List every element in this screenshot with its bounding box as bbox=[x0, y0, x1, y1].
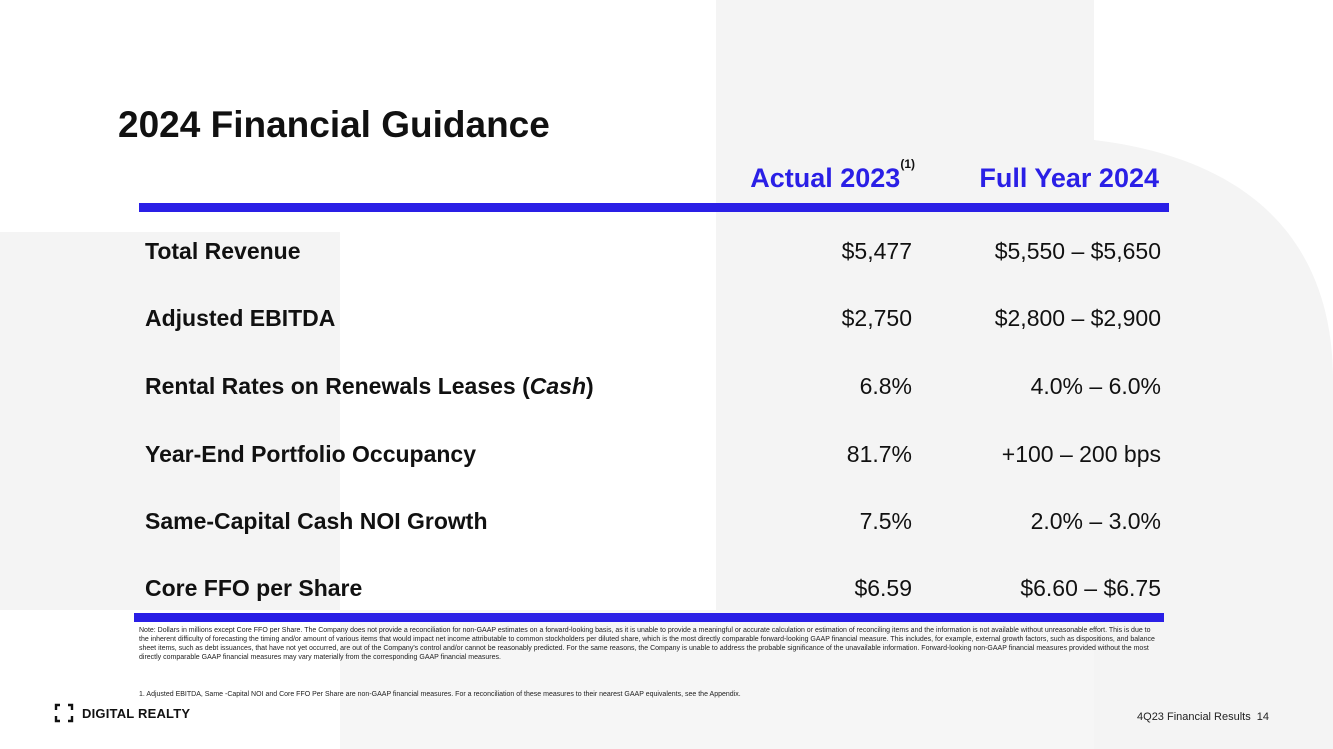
footnote: 1. Adjusted EBITDA, Same -Capital NOI an… bbox=[139, 691, 741, 698]
page-title: 2024 Financial Guidance bbox=[118, 104, 550, 145]
footnote-marker: (1) bbox=[900, 157, 915, 171]
page-number: 14 bbox=[1256, 711, 1269, 723]
row-label: Core FFO per Share bbox=[145, 575, 363, 601]
guidance-value: 2.0% – 3.0% bbox=[1030, 508, 1161, 534]
row-label: Year-End Portfolio Occupancy bbox=[145, 441, 477, 467]
disclaimer-note: Note: Dollars in millions except Core FF… bbox=[139, 627, 1155, 661]
table-row: Rental Rates on Renewals Leases (Cash) 6… bbox=[0, 366, 1333, 406]
bg-shape-bowl bbox=[1094, 140, 1333, 749]
actual-value: $6.59 bbox=[854, 575, 912, 601]
report-name: 4Q23 Financial Results bbox=[1137, 711, 1251, 723]
table-row: Year-End Portfolio Occupancy 81.7% +100 … bbox=[0, 434, 1333, 474]
row-label-text: Rental Rates on Renewals Leases ( bbox=[145, 373, 530, 399]
row-label: Adjusted EBITDA bbox=[145, 305, 336, 331]
header-rule bbox=[139, 203, 1169, 212]
bg-shape-stem bbox=[716, 0, 1094, 610]
actual-value: 7.5% bbox=[859, 508, 912, 534]
guidance-value: $5,550 – $5,650 bbox=[994, 238, 1161, 264]
actual-value: 81.7% bbox=[846, 441, 912, 467]
row-label-italic: Cash bbox=[529, 373, 587, 399]
guidance-value: $6.60 – $6.75 bbox=[1020, 575, 1161, 601]
row-label-close: ) bbox=[586, 373, 594, 399]
actual-value: $5,477 bbox=[841, 238, 912, 264]
table-row: Core FFO per Share $6.59 $6.60 – $6.75 bbox=[0, 568, 1333, 608]
logo-bracket-icon bbox=[54, 703, 74, 723]
bg-shape-left bbox=[0, 232, 340, 610]
table-row: Same-Capital Cash NOI Growth 7.5% 2.0% –… bbox=[0, 501, 1333, 541]
guidance-value: +100 – 200 bps bbox=[1001, 441, 1161, 467]
bg-shape-lower bbox=[340, 610, 1094, 749]
logo-text: DIGITAL REALTY bbox=[82, 705, 191, 721]
actual-value: $2,750 bbox=[841, 305, 912, 331]
table-row: Adjusted EBITDA $2,750 $2,800 – $2,900 bbox=[0, 298, 1333, 338]
footer-rule bbox=[134, 613, 1164, 622]
table-row: Total Revenue $5,477 $5,550 – $5,650 bbox=[0, 231, 1333, 271]
guidance-value: 4.0% – 6.0% bbox=[1030, 373, 1161, 399]
footer-report-info: 4Q23 Financial Results 14 bbox=[1137, 711, 1269, 723]
column-header-actual-label: Actual 2023 bbox=[750, 163, 901, 193]
column-header-actual-2023: Actual 2023(1) bbox=[750, 157, 915, 194]
column-header-full-year-2024: Full Year 2024 bbox=[979, 163, 1159, 193]
actual-value: 6.8% bbox=[859, 373, 912, 399]
row-label: Total Revenue bbox=[145, 238, 301, 264]
guidance-value: $2,800 – $2,900 bbox=[994, 305, 1161, 331]
row-label: Same-Capital Cash NOI Growth bbox=[145, 508, 488, 534]
row-label: Rental Rates on Renewals Leases (Cash) bbox=[145, 366, 594, 406]
company-logo: DIGITAL REALTY bbox=[54, 703, 190, 723]
